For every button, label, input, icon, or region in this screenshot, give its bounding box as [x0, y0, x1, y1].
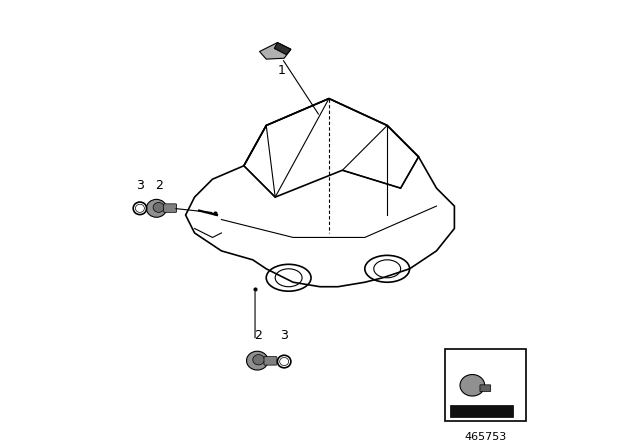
- Text: 3: 3: [136, 179, 144, 192]
- Ellipse shape: [147, 199, 166, 217]
- Ellipse shape: [460, 375, 484, 396]
- FancyBboxPatch shape: [164, 204, 177, 212]
- FancyBboxPatch shape: [480, 385, 491, 392]
- FancyBboxPatch shape: [264, 357, 277, 365]
- Text: 465753: 465753: [465, 432, 507, 442]
- Text: 2: 2: [155, 179, 163, 192]
- Ellipse shape: [253, 355, 264, 365]
- Ellipse shape: [153, 202, 164, 212]
- Text: 3: 3: [280, 329, 288, 342]
- Polygon shape: [260, 43, 291, 59]
- Bar: [445, 349, 526, 421]
- Text: 2: 2: [254, 329, 262, 342]
- Polygon shape: [275, 43, 291, 55]
- Text: 1: 1: [278, 64, 286, 77]
- Ellipse shape: [246, 351, 268, 370]
- Bar: [450, 405, 513, 417]
